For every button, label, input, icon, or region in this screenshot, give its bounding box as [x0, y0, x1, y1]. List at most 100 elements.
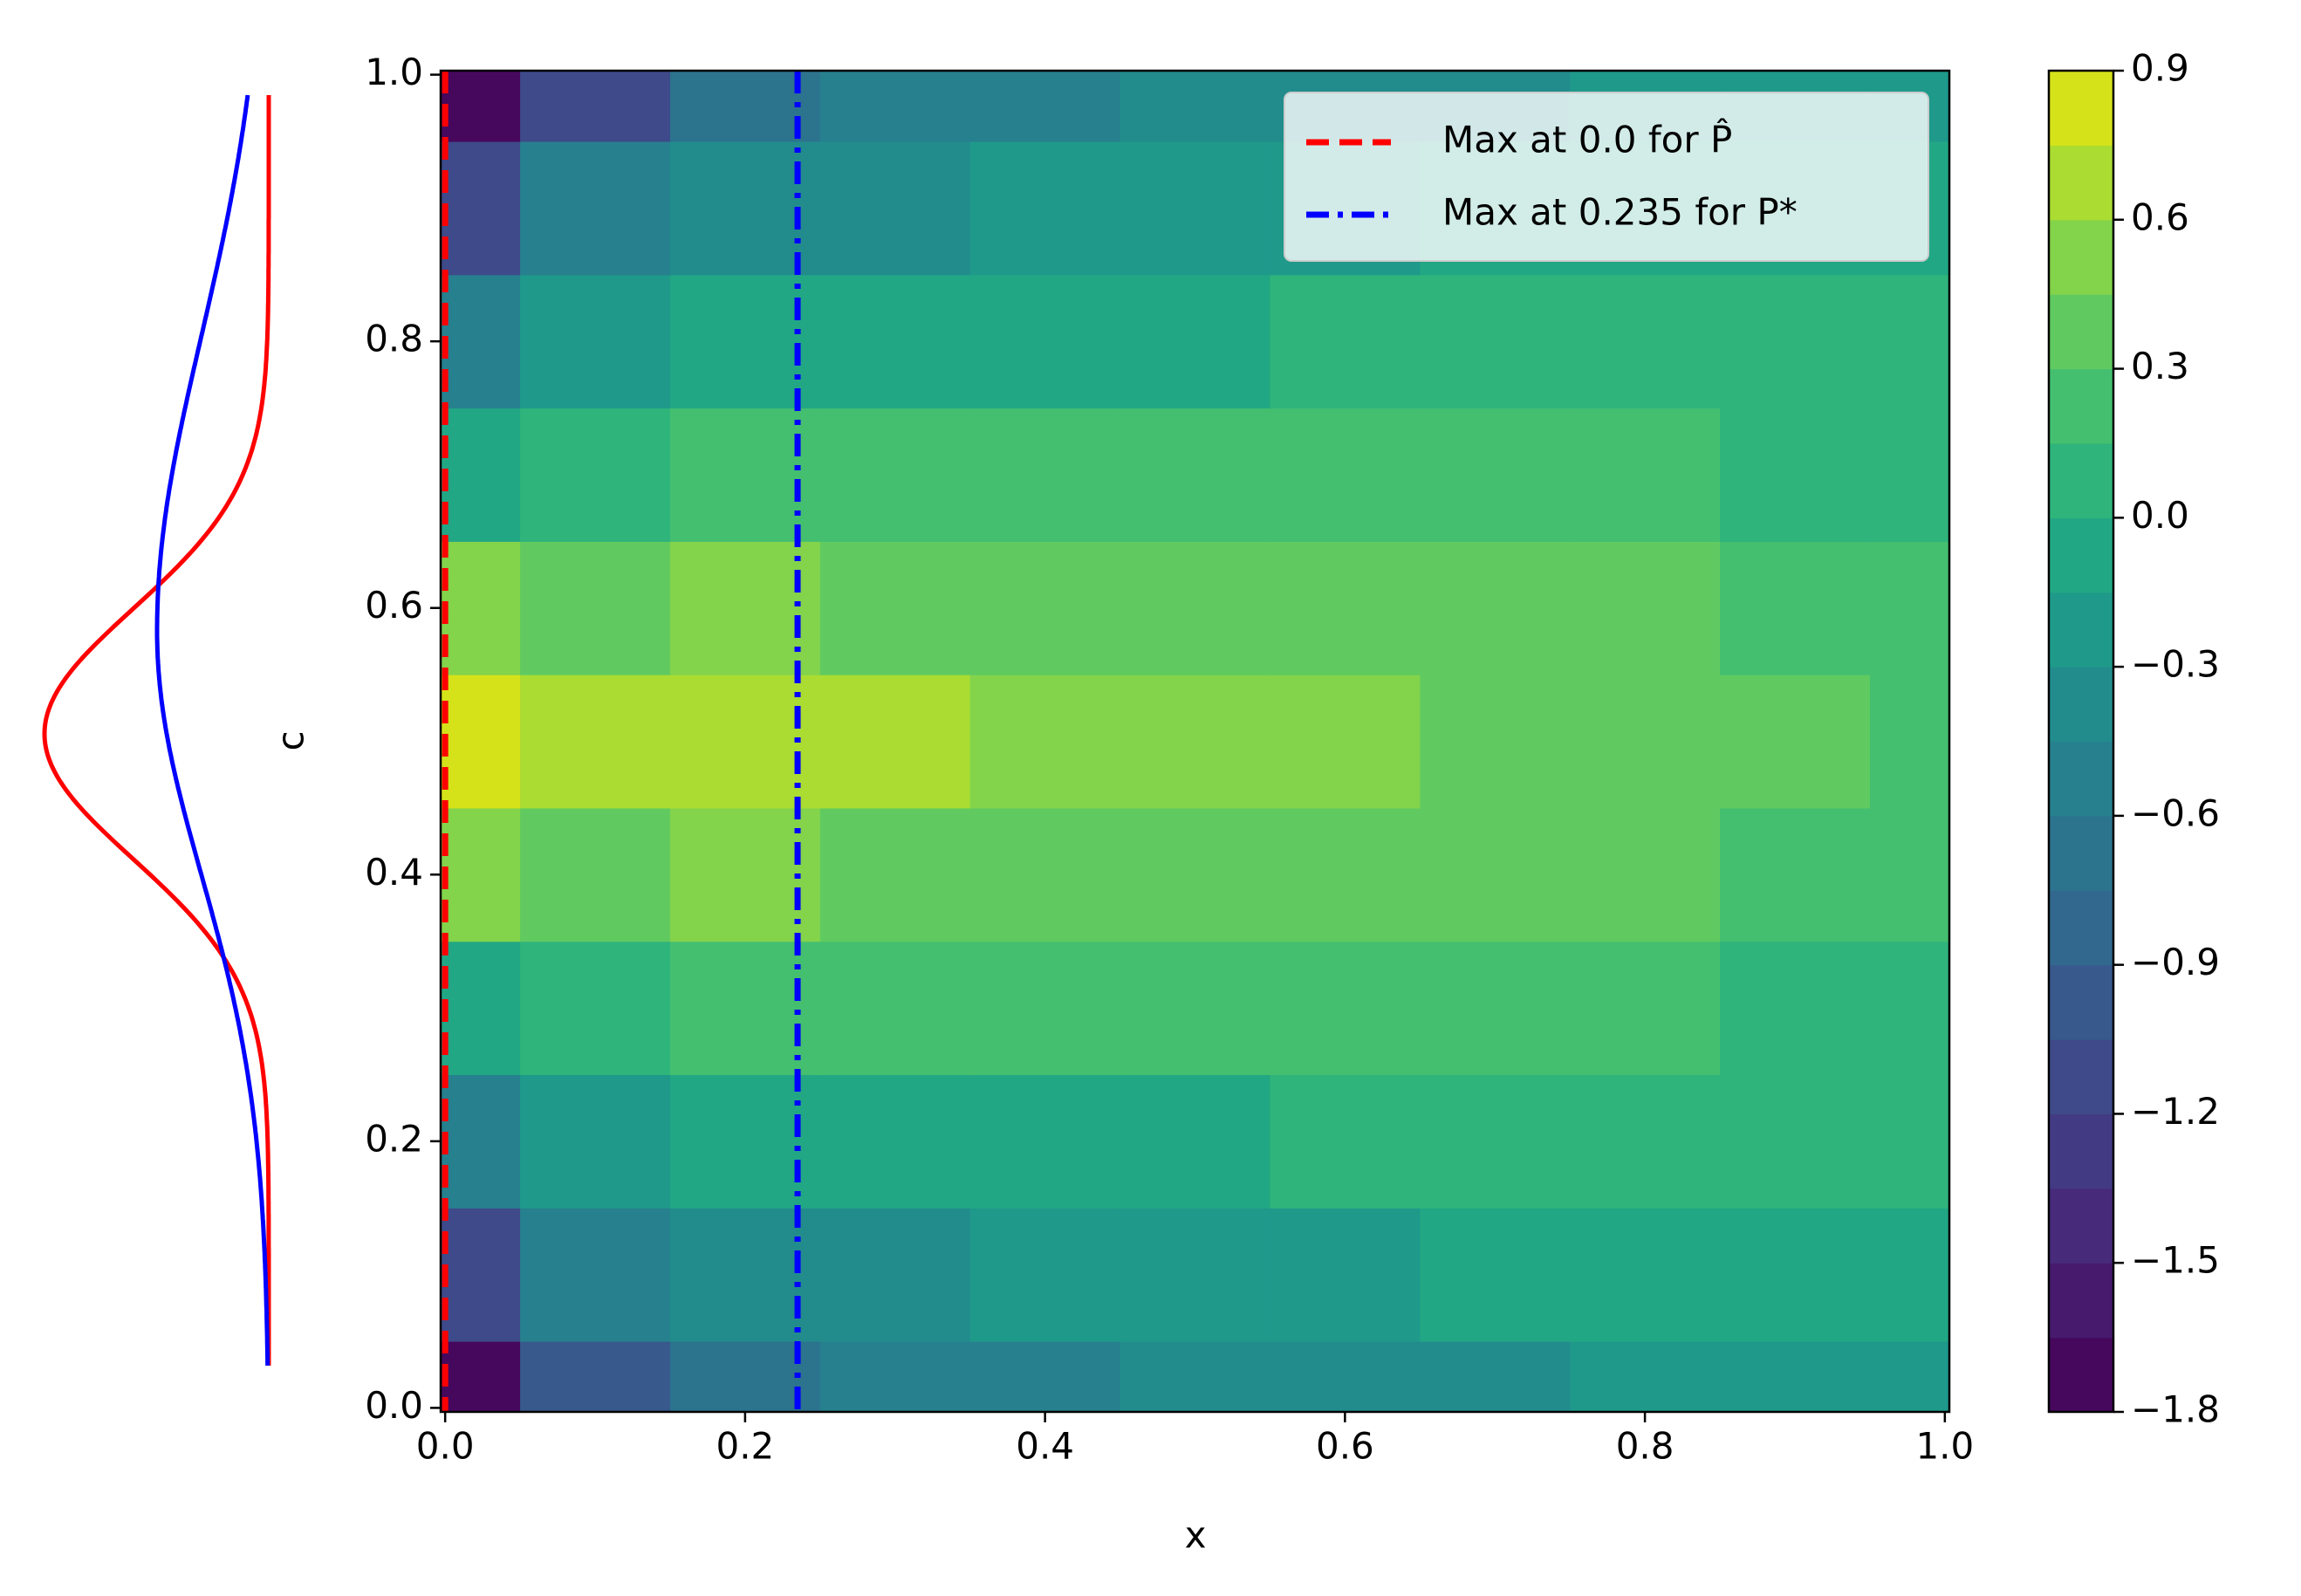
contour-cell — [819, 807, 971, 942]
contour-cell — [669, 1208, 821, 1342]
contour-cell — [1869, 274, 1949, 409]
colorbar-band — [2049, 592, 2113, 668]
colorbar-tick-label: 0.9 — [2131, 47, 2189, 90]
contour-cell — [1869, 1074, 1949, 1209]
contour-cell — [969, 274, 1121, 409]
colorbar-tick-label: 0.3 — [2131, 345, 2189, 387]
colorbar-tick-label: 0.6 — [2131, 195, 2189, 238]
colorbar-band — [2049, 71, 2113, 146]
contour-cell — [819, 71, 971, 142]
contour-cell — [669, 541, 821, 675]
colorbar-band — [2049, 1337, 2113, 1413]
colorbar-band — [2049, 145, 2113, 221]
contour-cell — [1270, 807, 1421, 942]
contour-cell — [441, 941, 521, 1076]
y-tick-label: 0.8 — [365, 318, 423, 360]
x-tick-label: 0.6 — [1316, 1425, 1374, 1468]
x-tick-label: 0.2 — [716, 1425, 774, 1468]
contour-cell — [969, 675, 1121, 809]
colorbar-band — [2049, 741, 2113, 817]
contour-cell — [441, 408, 521, 542]
y-tick-label: 0.0 — [365, 1384, 423, 1427]
contour-cell — [1120, 140, 1271, 276]
colorbar-band — [2049, 517, 2113, 593]
contour-cell — [819, 1208, 971, 1342]
marginal-curve — [42, 95, 271, 1366]
contour-cell — [1420, 1074, 1571, 1209]
contour-cell — [1720, 1208, 1871, 1342]
y-tick-label: 1.0 — [365, 51, 423, 93]
contour-cell — [819, 541, 971, 675]
contour-cell — [441, 140, 521, 276]
contour-cell — [669, 274, 821, 409]
contour-cell — [441, 541, 521, 675]
contour-cell — [1570, 1208, 1721, 1342]
contour-cell — [1720, 274, 1871, 409]
contour-cell — [969, 1208, 1121, 1342]
colorbar-band — [2049, 890, 2113, 966]
contour-cell — [669, 408, 821, 542]
colorbar-band — [2049, 667, 2113, 743]
y-axis-label: c — [270, 730, 312, 750]
y-tick-label: 0.2 — [365, 1117, 423, 1160]
colorbar-tick-label: −0.3 — [2131, 643, 2220, 686]
contour-cell — [1869, 1208, 1949, 1342]
y-tick-label: 0.6 — [365, 584, 423, 627]
contour-cell — [520, 71, 671, 142]
contour-cell — [1570, 941, 1721, 1076]
contour-cell — [441, 675, 521, 809]
colorbar-tick-label: −1.5 — [2131, 1239, 2220, 1282]
contour-cell — [1869, 941, 1949, 1076]
contour-cell — [1570, 274, 1721, 409]
legend-box — [1284, 92, 1929, 262]
contour-cell — [441, 1074, 521, 1209]
contour-cell — [1570, 807, 1721, 942]
contour-cell — [520, 140, 671, 276]
contour-cell — [1570, 541, 1721, 675]
contour-cell — [520, 807, 671, 942]
colorbar-band — [2049, 294, 2113, 370]
contour-cell — [819, 274, 971, 409]
contour-cell — [1570, 675, 1721, 809]
contour-cell — [1270, 1074, 1421, 1209]
contour-field — [441, 71, 1949, 1412]
contour-cell — [1420, 1208, 1571, 1342]
contour-cell — [819, 1341, 971, 1412]
contour-cell — [441, 1208, 521, 1342]
contour-cell — [520, 541, 671, 675]
contour-cell — [1120, 408, 1271, 542]
colorbar-band — [2049, 1039, 2113, 1115]
contour-cell — [1720, 408, 1871, 542]
contour-cell — [969, 807, 1121, 942]
contour-cell — [1869, 675, 1949, 809]
contour-cell — [819, 941, 971, 1076]
legend-label: Max at 0.0 for P̂ — [1442, 118, 1732, 161]
plot-frame — [439, 69, 1951, 1414]
contour-cell — [520, 1208, 671, 1342]
contour-cell — [1570, 408, 1721, 542]
contour-cell — [1720, 941, 1871, 1076]
contour-cell — [1420, 941, 1571, 1076]
x-tick-label: 0.4 — [1016, 1425, 1074, 1468]
contour-cell — [1869, 807, 1949, 942]
y-tick-label: 0.4 — [365, 851, 423, 894]
contour-cell — [969, 541, 1121, 675]
contour-cell — [520, 274, 671, 409]
contour-cell — [969, 941, 1121, 1076]
colorbar-tick-label: −1.2 — [2131, 1090, 2220, 1133]
contour-cell — [1869, 1341, 1949, 1412]
contour-cell — [819, 1074, 971, 1209]
contour-cell — [1120, 807, 1271, 942]
contour-cell — [1720, 675, 1871, 809]
contour-cell — [969, 1341, 1121, 1412]
colorbar-band — [2049, 442, 2113, 518]
contour-cell — [1570, 1341, 1721, 1412]
contour-cell — [1120, 1208, 1271, 1342]
colorbar-band — [2049, 219, 2113, 295]
contour-cell — [1270, 941, 1421, 1076]
contour-cell — [520, 1341, 671, 1412]
contour-cell — [819, 408, 971, 542]
contour-cell — [1720, 1074, 1871, 1209]
contour-cell — [969, 1074, 1121, 1209]
